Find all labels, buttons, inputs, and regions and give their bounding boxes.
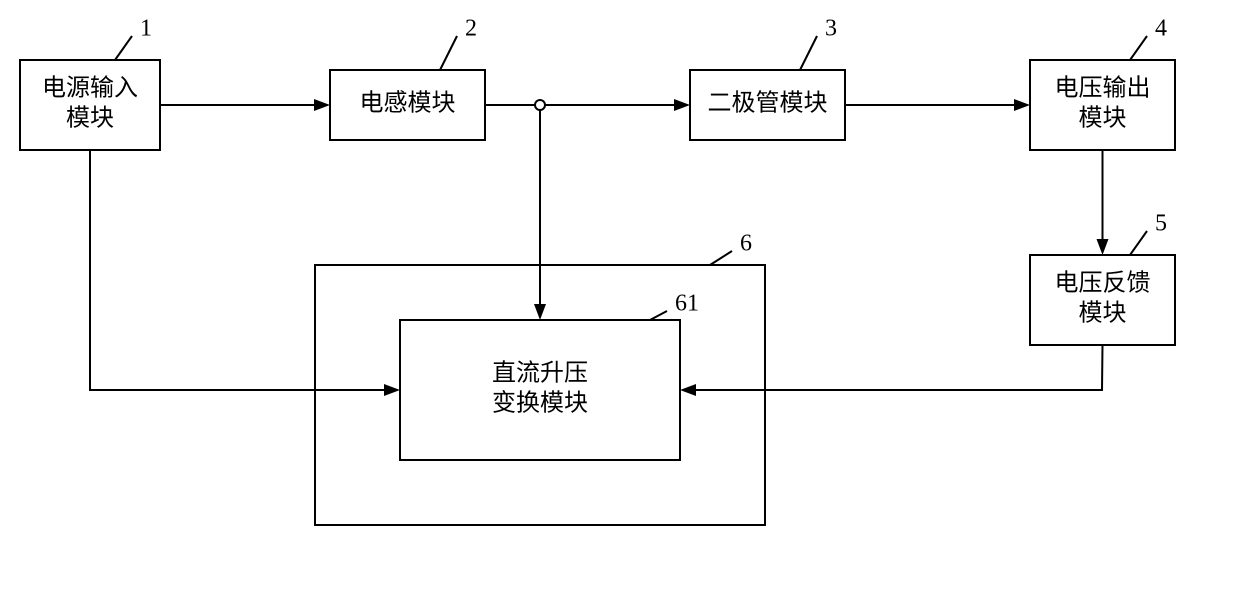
arrowhead — [680, 384, 696, 396]
junction-node — [535, 100, 545, 110]
box-diode-label: 二极管模块 — [708, 90, 828, 117]
arrowhead — [384, 384, 400, 396]
box-power-input-leader — [115, 36, 132, 60]
box-inductor-leader — [440, 36, 457, 70]
box-dc-boost-converter-num: 61 — [675, 291, 699, 317]
box-power-input-num: 1 — [140, 16, 152, 42]
box-power-input-label: 电源输入 — [42, 75, 138, 102]
box-power-input-label: 模块 — [66, 105, 114, 132]
box-inductor-num: 2 — [465, 16, 477, 42]
box-diode-num: 3 — [825, 16, 837, 42]
box-voltage-output-num: 4 — [1155, 16, 1167, 42]
box-voltage-output: 电压输出模块 4 — [1030, 16, 1175, 151]
box-inductor-label: 电感模块 — [360, 90, 456, 117]
box-voltage-output-label: 模块 — [1079, 105, 1127, 132]
edge — [696, 345, 1103, 390]
num-6: 6 — [740, 231, 752, 257]
box-diode: 二极管模块 3 — [690, 16, 845, 141]
edge — [90, 150, 384, 390]
arrowhead — [314, 99, 330, 111]
box-dc-boost-converter-leader — [650, 311, 667, 320]
leader-6 — [710, 251, 732, 265]
arrowhead — [1097, 239, 1109, 255]
box-voltage-feedback-label: 模块 — [1079, 300, 1127, 327]
arrowhead — [534, 304, 546, 320]
box-dc-boost-converter: 直流升压变换模块 61 — [400, 291, 699, 461]
arrowhead — [1014, 99, 1030, 111]
box-voltage-output-leader — [1130, 36, 1147, 60]
box-inductor: 电感模块 2 — [330, 16, 485, 141]
arrowhead — [674, 99, 690, 111]
box-power-input: 电源输入模块 1 — [20, 16, 160, 151]
box-voltage-feedback-leader — [1130, 231, 1147, 255]
box-voltage-feedback-num: 5 — [1155, 211, 1167, 237]
box-dc-boost-converter-label: 变换模块 — [492, 390, 588, 417]
box-dc-boost-converter-label: 直流升压 — [492, 360, 588, 387]
box-voltage-feedback-label: 电压反馈 — [1055, 270, 1151, 297]
box-diode-leader — [800, 36, 817, 70]
box-voltage-output-label: 电压输出 — [1055, 75, 1151, 102]
